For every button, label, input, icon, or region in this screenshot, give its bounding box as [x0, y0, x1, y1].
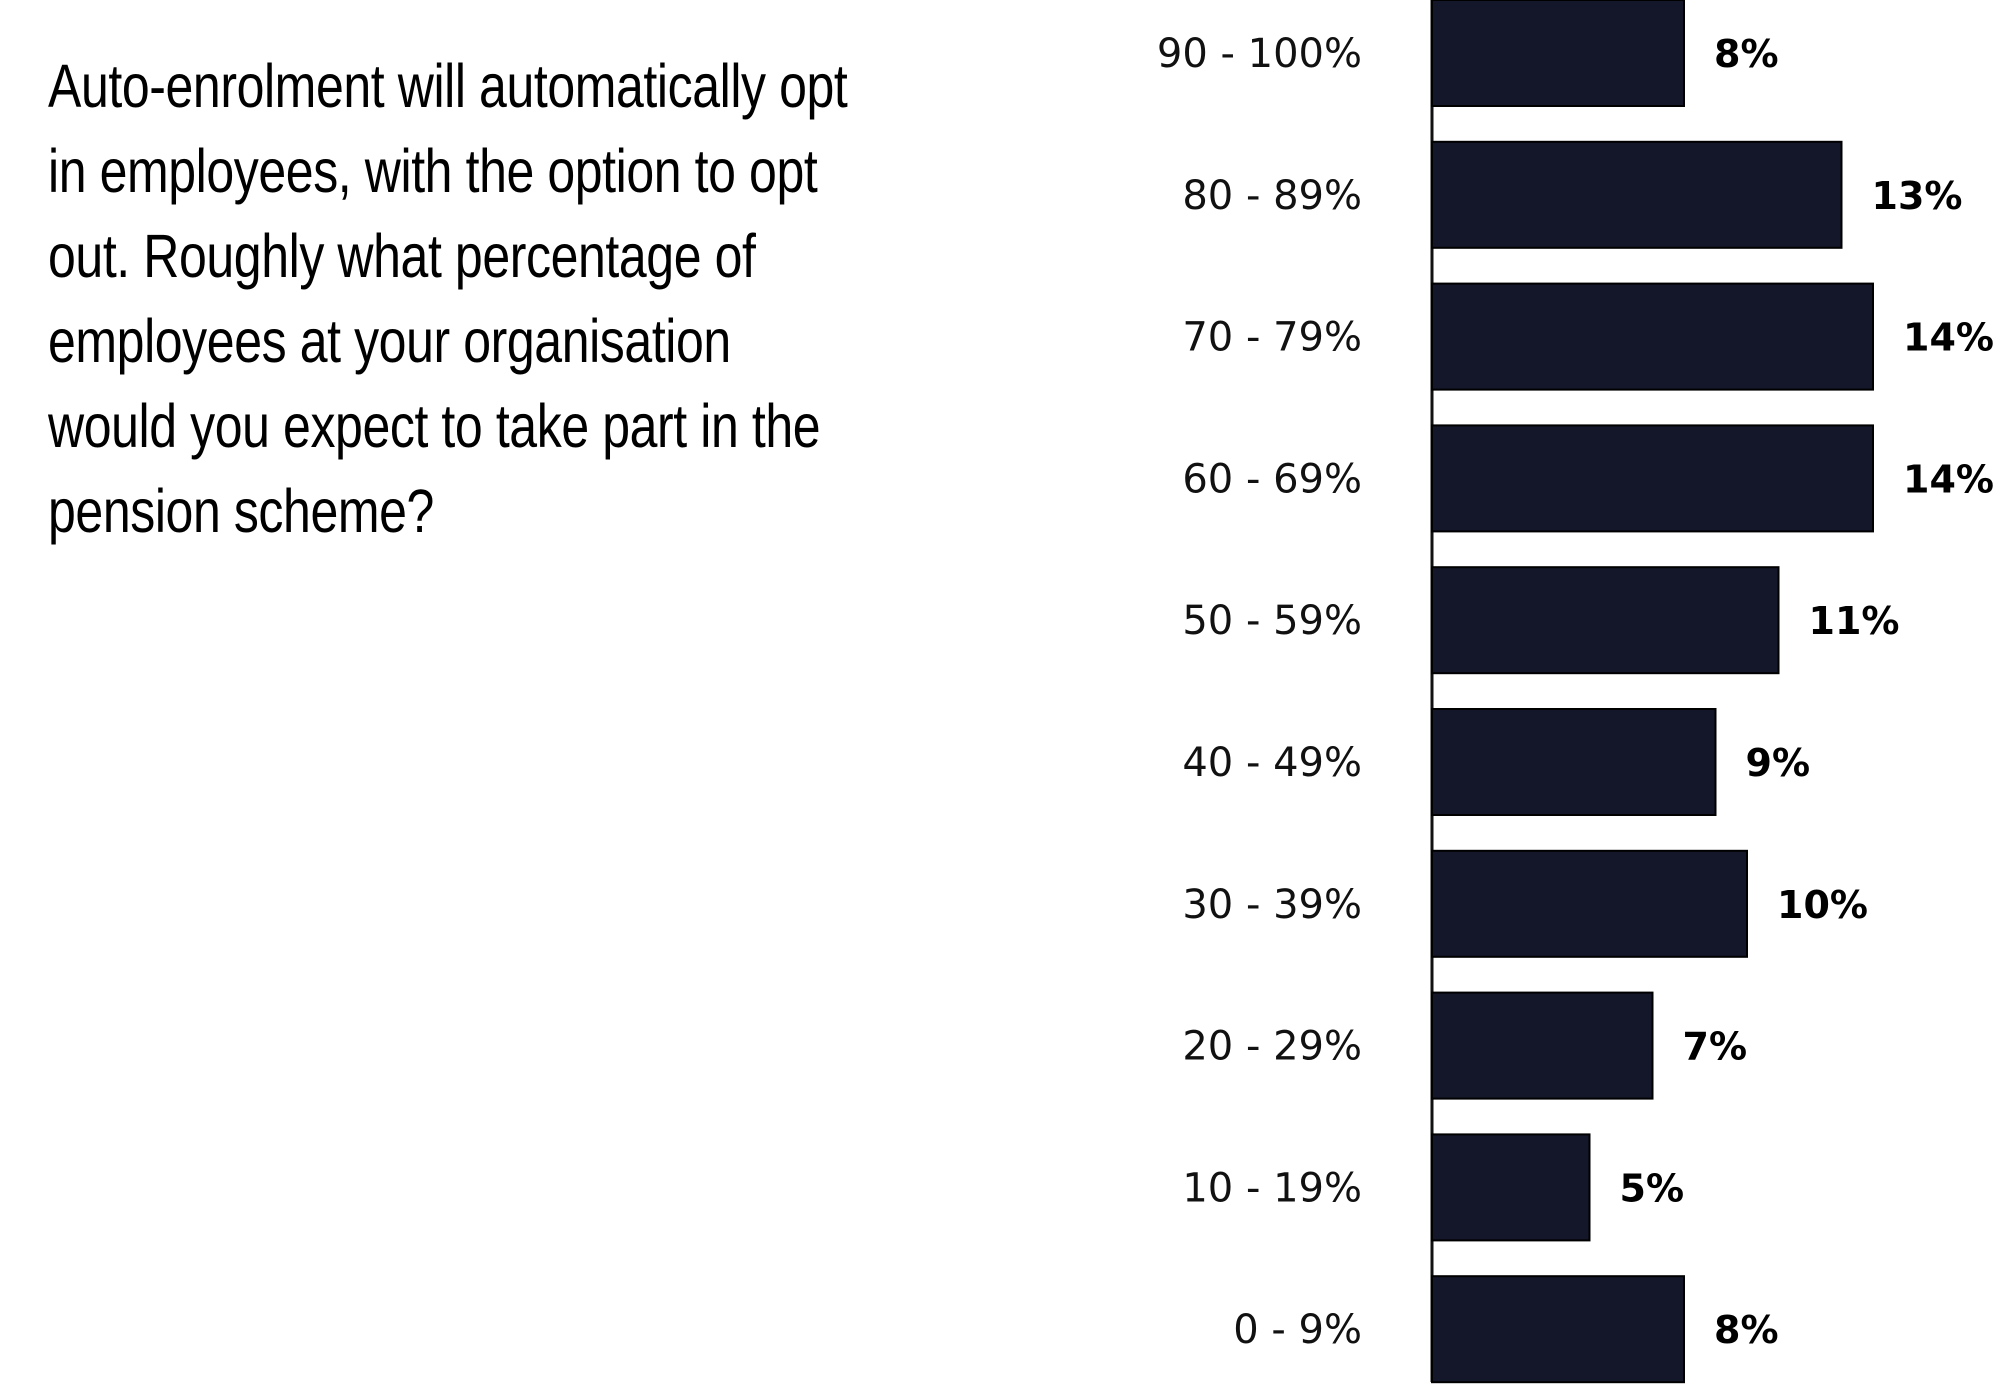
value-label: 13% [1872, 174, 1963, 218]
bar [1431, 708, 1717, 816]
bar [1431, 282, 1874, 391]
bar [1431, 140, 1843, 249]
category-labels-group: 90 - 100% 80 - 89% 70 - 79% 60 - 69% 50 - 59… [1157, 31, 1362, 1353]
category-label: 70 - 79% [1182, 315, 1362, 361]
bar [1431, 1133, 1591, 1242]
bar [1431, 0, 1685, 107]
bar [1431, 566, 1780, 675]
value-labels-group: 8% 13% 14% 14% 11% 9% 10% 7% 5% 8% [1620, 32, 1994, 1352]
value-label: 11% [1809, 599, 1900, 643]
category-label: 50 - 59% [1182, 598, 1362, 644]
value-label: 10% [1777, 883, 1868, 927]
value-label: 7% [1683, 1025, 1748, 1069]
value-label: 14% [1903, 457, 1994, 501]
bar [1431, 1275, 1685, 1384]
category-label: 10 - 19% [1182, 1165, 1362, 1211]
bar [1431, 424, 1874, 533]
bar [1431, 991, 1654, 1100]
bars-group [1431, 0, 1874, 1384]
category-label: 40 - 49% [1182, 740, 1362, 786]
value-label: 8% [1714, 1308, 1779, 1352]
category-label: 0 - 9% [1233, 1307, 1362, 1353]
value-label: 14% [1903, 316, 1994, 360]
category-label: 60 - 69% [1182, 456, 1362, 502]
value-label: 5% [1620, 1166, 1685, 1210]
bar [1431, 849, 1748, 958]
category-label: 90 - 100% [1157, 31, 1362, 77]
value-label: 9% [1746, 741, 1811, 785]
value-label: 8% [1714, 32, 1779, 76]
category-label: 30 - 39% [1182, 882, 1362, 928]
category-label: 80 - 89% [1182, 173, 1362, 219]
category-label: 20 - 29% [1182, 1024, 1362, 1070]
question-text: Auto-enrolment will automatically opt in… [48, 52, 848, 545]
